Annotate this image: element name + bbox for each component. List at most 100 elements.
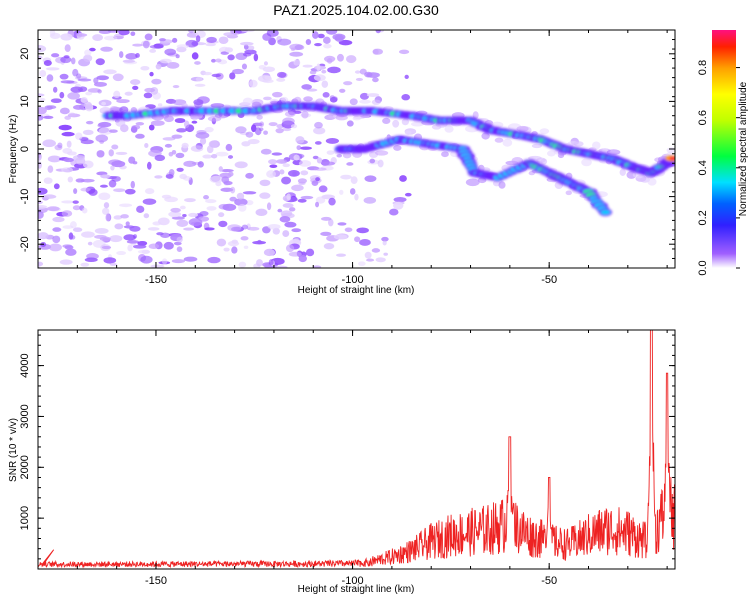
noise-blob [372,48,383,55]
noise-blob [295,136,305,144]
noise-blob [179,205,186,210]
noise-blob [160,58,172,64]
noise-blob [59,73,69,80]
noise-blob [176,167,184,172]
noise-blob [313,74,326,82]
noise-blob [65,248,77,256]
noise-blob [204,126,214,133]
noise-blob [164,143,173,148]
noise-blob [72,104,85,110]
noise-blob [84,101,92,109]
noise-blob [64,115,71,120]
noise-blob [230,186,236,194]
noise-blob [149,71,154,77]
noise-blob [84,49,92,56]
noise-blob [157,103,163,107]
noise-blob [94,234,107,239]
noise-blob [96,75,109,81]
noise-blob [183,176,191,181]
noise-blob [161,258,168,265]
noise-blob [398,49,410,55]
noise-blob [171,216,185,220]
noise-blob [327,218,334,227]
noise-blob [81,207,88,214]
noise-blob [83,54,93,63]
noise-blob [210,103,225,108]
noise-blob [68,232,74,240]
noise-blob [59,259,73,265]
noise-blob [315,177,320,182]
noise-blob [154,154,166,161]
noise-blob [311,180,319,186]
noise-blob [188,218,203,226]
noise-blob [260,148,272,155]
halo-blob [494,137,504,143]
noise-blob [155,63,162,70]
noise-blob [191,120,198,124]
noise-blob [47,165,54,173]
noise-blob [82,160,94,169]
noise-blob [62,225,74,229]
noise-blob [277,208,283,213]
snr-panel: -150 -100 -50 1000 2000 3000 4000 Height of st… [8,329,676,595]
snr-axes: -150 -100 -50 1000 2000 3000 4000 [19,330,675,587]
halo-blob [444,125,454,133]
noise-blob [266,202,272,211]
noise-blob [271,152,283,156]
noise-blob [195,35,201,43]
noise-blob [276,71,287,78]
noise-blob [316,63,321,72]
noise-blob [61,167,73,173]
halo-blob [115,119,126,127]
y-tick-label: 1000 [19,506,31,530]
noise-blob [135,133,145,139]
noise-blob [151,78,162,85]
noise-blob [82,129,94,136]
noise-blob [227,155,234,159]
noise-blob [176,236,183,243]
noise-blob [231,226,242,232]
noise-blob [268,122,278,127]
noise-blob [354,236,361,243]
noise-blob [188,212,199,218]
noise-blob [227,54,235,61]
noise-blob [315,201,320,208]
noise-blob [220,169,234,173]
noise-blob [279,216,291,223]
noise-blob [249,79,258,88]
noise-blob [243,245,249,249]
snr-ylabel: SNR (10 * v/v) [8,418,19,482]
noise-blob [377,159,384,168]
noise-blob [231,239,238,244]
noise-blob [130,180,136,189]
noise-blob [393,201,404,210]
noise-blob [80,178,95,183]
noise-blob [182,213,187,218]
colorbar-tick-label: 0.0 [697,260,709,275]
noise-blob [354,193,359,201]
noise-blob [64,44,71,53]
noise-blob [247,45,255,51]
halo-blob [502,138,513,147]
y-tick-label: 3000 [19,404,31,428]
noise-blob [125,221,130,226]
noise-blob [195,77,203,82]
halo-blob [359,99,371,104]
noise-blob [101,245,112,250]
noise-blob [375,30,381,34]
noise-blob [87,241,93,246]
halo-blob [393,144,402,151]
colorbar-tick-label: 0.2 [697,210,709,225]
noise-blob [80,97,88,104]
noise-blob [108,149,114,157]
noise-blob [154,175,163,179]
noise-blob [124,91,133,96]
noise-blob [291,184,304,192]
x-tick-label: -50 [541,575,557,587]
noise-blob [38,55,43,60]
noise-blob [366,93,380,97]
noise-blob [58,124,72,131]
noise-blob [70,86,83,93]
noise-blob [268,159,278,165]
noise-blob [209,175,224,184]
